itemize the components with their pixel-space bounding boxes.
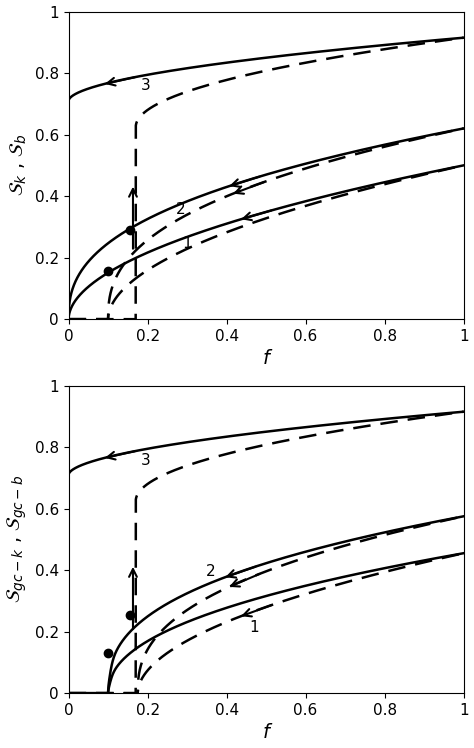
Text: 3: 3 <box>141 78 150 93</box>
Text: 2: 2 <box>206 564 216 579</box>
Text: 2: 2 <box>176 203 186 218</box>
Y-axis label: $\mathcal{S}_k$ , $\mathcal{S}_b$: $\mathcal{S}_k$ , $\mathcal{S}_b$ <box>9 135 29 197</box>
Text: 1: 1 <box>182 236 192 251</box>
Y-axis label: $\mathcal{S}_{gc-k}$ , $\mathcal{S}_{gc-b}$: $\mathcal{S}_{gc-k}$ , $\mathcal{S}_{gc-… <box>6 476 29 604</box>
X-axis label: f: f <box>263 723 270 743</box>
X-axis label: f: f <box>263 349 270 369</box>
Text: 3: 3 <box>141 453 150 468</box>
Text: 1: 1 <box>249 619 259 634</box>
